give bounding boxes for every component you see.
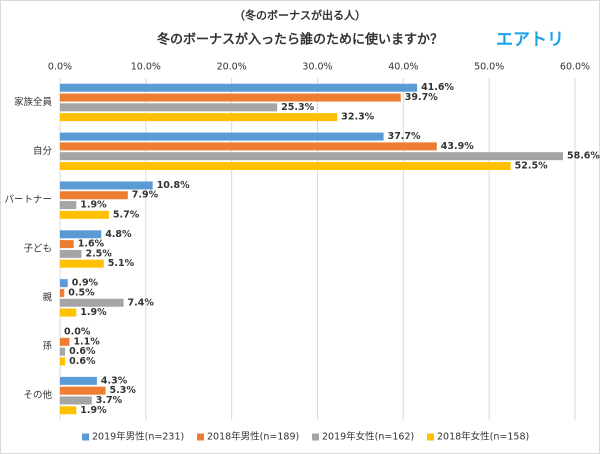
bar <box>60 357 66 366</box>
bar <box>60 93 401 102</box>
bar <box>60 142 437 151</box>
legend-marker <box>427 433 434 441</box>
data-label: 2.5% <box>85 248 112 259</box>
data-label: 1.9% <box>80 405 107 416</box>
bar <box>60 113 338 122</box>
legend-marker <box>82 433 89 441</box>
legend-label: 2018年男性(n=189) <box>207 431 299 443</box>
bar <box>60 249 82 258</box>
bar <box>60 406 77 415</box>
legend-label: 2018年女性(n=158) <box>437 431 529 443</box>
data-label: 58.6% <box>567 151 600 162</box>
y-tick-label: パートナー <box>4 195 52 206</box>
data-label: 10.8% <box>157 180 190 191</box>
bar <box>60 298 124 307</box>
legend-marker <box>197 433 204 441</box>
x-tick-label: 0.0% <box>48 62 72 73</box>
data-label: 37.7% <box>388 131 421 142</box>
y-tick-label: 自分 <box>33 145 53 157</box>
data-label: 3.7% <box>96 395 123 406</box>
bar <box>60 83 418 92</box>
x-tick-label: 30.0% <box>302 62 332 73</box>
data-label: 0.6% <box>69 356 96 367</box>
x-tick-label: 40.0% <box>388 62 418 73</box>
bar <box>60 181 153 190</box>
data-label: 52.5% <box>515 160 548 171</box>
data-label: 1.9% <box>80 200 107 211</box>
data-label: 0.0% <box>64 327 91 338</box>
bar <box>60 132 384 141</box>
data-label: 43.9% <box>441 141 474 152</box>
data-label: 0.9% <box>72 278 99 289</box>
y-tick-label: その他 <box>23 389 52 401</box>
data-label: 25.3% <box>281 102 314 113</box>
data-label: 5.7% <box>113 209 140 220</box>
chart-subtitle: （冬のボーナスが出る人） <box>234 8 366 22</box>
bar <box>60 376 97 385</box>
data-label: 7.4% <box>128 297 155 308</box>
y-tick-label: 親 <box>42 291 52 303</box>
data-label: 4.8% <box>105 229 132 240</box>
data-label: 1.6% <box>78 239 105 250</box>
data-label: 5.1% <box>108 258 135 269</box>
chart-title: 冬のボーナスが入ったら誰のために使いますか？ <box>157 32 443 48</box>
bar <box>60 240 74 249</box>
bar <box>60 103 278 112</box>
x-tick-label: 10.0% <box>131 62 161 73</box>
bar <box>60 288 65 297</box>
bar <box>60 191 128 200</box>
bar <box>60 347 66 356</box>
bar <box>60 152 563 161</box>
data-label: 1.9% <box>80 307 107 318</box>
bar <box>60 308 77 317</box>
data-label: 0.5% <box>68 287 95 298</box>
x-tick-label: 20.0% <box>217 62 247 73</box>
data-label: 1.1% <box>73 336 100 347</box>
y-tick-label: 子ども <box>23 244 52 255</box>
bar <box>60 396 92 405</box>
data-label: 5.3% <box>109 385 136 396</box>
bar <box>60 279 68 288</box>
data-label: 0.6% <box>69 346 96 357</box>
data-label: 32.3% <box>341 112 374 123</box>
bar <box>60 259 104 268</box>
x-tick-label: 50.0% <box>474 62 504 73</box>
data-label: 39.7% <box>405 92 438 103</box>
x-tick-label: 60.0% <box>560 62 590 73</box>
bar <box>60 386 106 395</box>
data-label: 41.6% <box>421 82 454 93</box>
legend-label: 2019年女性(n=162) <box>322 431 414 443</box>
data-label: 4.3% <box>101 375 128 386</box>
logo: エアトリ <box>496 30 564 50</box>
data-label: 7.9% <box>132 190 159 201</box>
bar <box>60 161 511 170</box>
bar <box>60 230 102 239</box>
bar <box>60 201 77 210</box>
legend-label: 2019年男性(n=231) <box>92 431 184 443</box>
bar <box>60 210 109 219</box>
bar <box>60 337 70 346</box>
y-tick-label: 家族全員 <box>14 96 53 108</box>
legend-marker <box>312 433 319 441</box>
y-tick-label: 孫 <box>42 340 52 352</box>
